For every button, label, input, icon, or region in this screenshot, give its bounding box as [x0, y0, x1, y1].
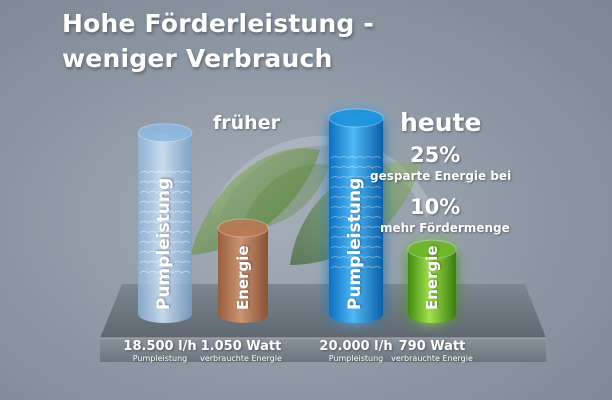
cylinder-wave-line	[139, 240, 191, 244]
bar-value-sublabel: Pumpleistung	[132, 354, 188, 363]
bar-value-label: 20.000 l/h Pumpleistung	[311, 339, 401, 364]
cylinder-top	[217, 218, 269, 238]
bar-value-sublabel: Pumpleistung	[328, 354, 384, 363]
cylinder-wave-line	[139, 170, 191, 174]
cylinder-wave-line	[139, 270, 191, 274]
cylinder-top	[137, 123, 193, 143]
cylinder-top	[328, 108, 384, 128]
bar-inner-label: Pumpleistung	[154, 177, 175, 310]
cylinder-wave-line	[139, 210, 191, 214]
cylinder-wave-line	[139, 230, 191, 234]
cylinder-wave-line	[330, 206, 382, 209]
bar-inner-label: Energie	[422, 245, 441, 310]
bar-inner-label: Energie	[233, 245, 252, 310]
stat-percent-energy: 25%	[410, 143, 461, 167]
cylinder-wave-line	[330, 166, 382, 169]
cylinder-wave-line	[330, 156, 382, 159]
cylinder-wave-line	[330, 176, 382, 179]
bar-heute-energie	[407, 239, 457, 323]
chart-title: Hohe Förderleistung - weniger Verbrauch	[62, 6, 374, 76]
era-label-frueher: früher	[213, 112, 280, 134]
cylinder-wave-line	[330, 216, 382, 219]
stat-text-volume: mehr Fördermenge	[380, 221, 510, 235]
cylinder-top	[407, 239, 457, 259]
cylinder-wave-line	[139, 220, 191, 224]
cylinder-wave-line	[330, 266, 382, 269]
cylinder-wave-line	[139, 180, 191, 184]
stat-percent-volume: 10%	[410, 195, 461, 219]
cylinder-wave-line	[330, 236, 382, 239]
bar-value-sublabel: verbrauchte Energie	[391, 354, 473, 363]
bar-frueher-pumpleistung	[137, 123, 193, 323]
cylinder-wave-line	[139, 200, 191, 204]
bar-value-text: 20.000 l/h	[319, 339, 393, 354]
bar-value-sublabel: verbrauchte Energie	[200, 354, 282, 363]
bar-value-text: 1.050 Watt	[200, 339, 282, 354]
cylinder-wave-line	[139, 250, 191, 254]
era-label-heute: heute	[400, 108, 482, 137]
cylinder-body	[408, 249, 456, 323]
cylinder-wave-line	[139, 190, 191, 194]
cylinder-body	[329, 118, 383, 323]
bar-inner-label: Pumpleistung	[345, 177, 366, 310]
cylinder-body	[138, 132, 192, 323]
bar-value-label: 790 Watt verbrauchte Energie	[387, 339, 477, 364]
bar-value-label: 1.050 Watt verbrauchte Energie	[196, 339, 286, 364]
bar-value-text: 18.500 l/h	[123, 339, 197, 354]
background-leaf-back	[240, 164, 330, 230]
chart-title-line-2: weniger Verbrauch	[62, 44, 333, 73]
cylinder-wave-line	[330, 256, 382, 259]
chart-title-line-1: Hohe Förderleistung -	[62, 9, 375, 38]
cylinder-wave-line	[139, 260, 191, 264]
bar-value-label: 18.500 l/h Pumpleistung	[115, 339, 205, 364]
platform-front	[100, 338, 546, 362]
bar-value-text: 790 Watt	[398, 339, 466, 354]
cylinder-wave-line	[330, 226, 382, 229]
cylinder-body	[218, 228, 268, 323]
cylinder-wave-line	[330, 186, 382, 189]
stat-text-energy: gesparte Energie bei	[370, 169, 512, 183]
bar-frueher-energie	[217, 218, 269, 323]
cylinder-wave-line	[330, 196, 382, 199]
cylinder-wave-line	[330, 246, 382, 249]
bar-heute-pumpleistung	[328, 108, 384, 323]
